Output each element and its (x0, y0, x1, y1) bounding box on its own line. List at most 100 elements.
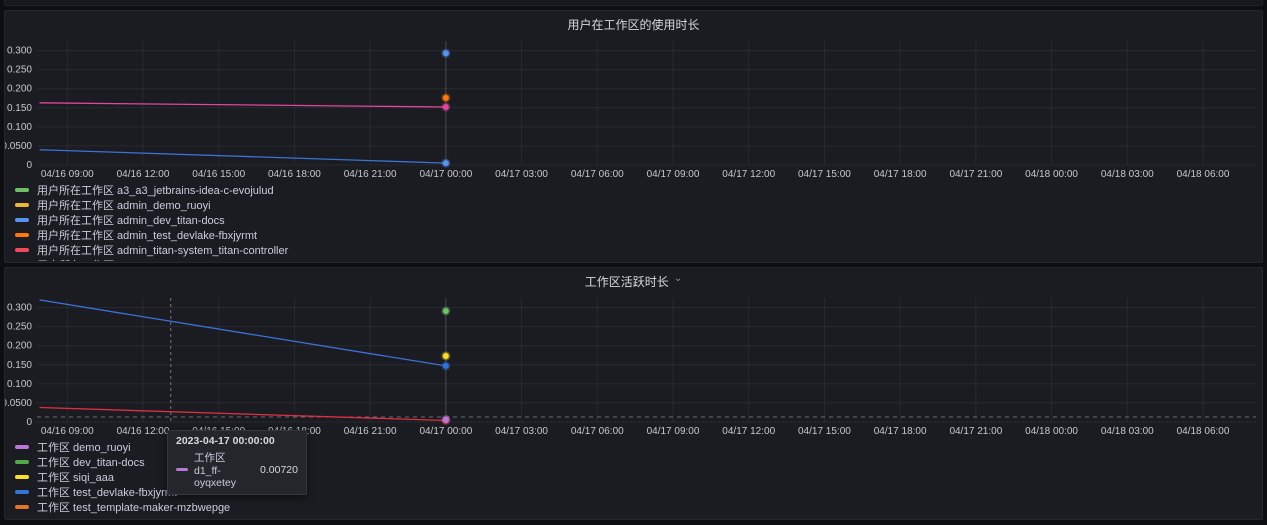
y-tick-label: 0 (26, 417, 32, 428)
legend-color-swatch (15, 444, 29, 449)
x-tick-label: 04/16 12:00 (117, 169, 170, 179)
x-tick-label: 04/17 06:00 (571, 169, 624, 179)
y-tick-label: 0.0500 (5, 398, 32, 409)
legend-color-swatch (15, 187, 29, 192)
data-point (442, 362, 449, 369)
x-tick-label: 04/16 12:00 (117, 426, 170, 436)
legend-label: 用户所在工作区 admin_dev_titan-docs (37, 214, 225, 227)
x-tick-label: 04/18 03:00 (1101, 169, 1154, 179)
chart-legend: 用户所在工作区 a3_a3_jetbrains-idea-c-evojulud 用… (15, 182, 1262, 261)
legend-color-swatch (15, 459, 29, 464)
x-tick-label: 04/17 15:00 (798, 169, 851, 179)
y-tick-label: 0.100 (7, 122, 32, 133)
legend-color-swatch (15, 489, 29, 494)
legend-item[interactable]: 工作区 test_template-maker-mzbwepge (15, 499, 1262, 514)
y-tick-label: 0.300 (7, 46, 32, 57)
x-tick-label: 04/18 06:00 (1177, 169, 1230, 179)
legend-item[interactable]: 用户所在工作区 admin_test_devlake-fbxjyrmt (15, 227, 1262, 242)
y-tick-label: 0.200 (7, 341, 32, 352)
data-point (442, 50, 449, 57)
panel-header[interactable]: 工作区活跃时长 ⌄ (5, 268, 1262, 294)
legend-color-swatch (15, 504, 29, 509)
legend-item[interactable]: 用户所在工作区 (15, 257, 1262, 262)
x-tick-label: 04/16 09:00 (41, 169, 94, 179)
x-tick-label: 04/17 12:00 (722, 426, 775, 436)
legend-color-swatch (15, 247, 29, 252)
series-line (39, 149, 446, 164)
x-tick-label: 04/17 18:00 (874, 426, 927, 436)
x-tick-label: 04/17 21:00 (949, 169, 1002, 179)
y-tick-label: 0 (26, 160, 32, 171)
x-tick-label: 04/17 21:00 (949, 426, 1002, 436)
legend-item[interactable]: 用户所在工作区 admin_dev_titan-docs (15, 212, 1262, 227)
x-tick-label: 04/17 15:00 (798, 426, 851, 436)
panel-title[interactable]: 用户在工作区的使用时长 (567, 17, 700, 32)
y-tick-label: 0.200 (7, 84, 32, 95)
x-tick-label: 04/17 12:00 (722, 169, 775, 179)
legend-label: 用户所在工作区 (37, 257, 114, 262)
panel-header[interactable]: 用户在工作区的使用时长 (5, 11, 1262, 37)
y-tick-label: 0.100 (7, 379, 32, 390)
data-point (442, 307, 449, 314)
x-tick-label: 04/17 03:00 (495, 169, 548, 179)
data-point (442, 104, 449, 111)
x-tick-label: 04/16 18:00 (268, 426, 321, 436)
x-tick-label: 04/18 03:00 (1101, 426, 1154, 436)
legend-color-swatch (15, 202, 29, 207)
y-tick-label: 0.0500 (5, 141, 32, 152)
legend-item[interactable]: 工作区 demo_ruoyi (15, 439, 1262, 454)
x-tick-label: 04/18 00:00 (1025, 426, 1078, 436)
legend-label: 用户所在工作区 a3_a3_jetbrains-idea-c-evojulud (37, 184, 274, 197)
chevron-down-icon[interactable]: ⌄ (673, 273, 683, 284)
legend-label: 工作区 test_template-maker-mzbwepge (37, 501, 231, 514)
panel-title[interactable]: 工作区活跃时长 (584, 274, 669, 289)
y-tick-label: 0.300 (7, 303, 32, 314)
x-tick-label: 04/17 00:00 (419, 169, 472, 179)
y-tick-label: 0.150 (7, 103, 32, 114)
x-tick-label: 04/16 21:00 (344, 169, 397, 179)
x-tick-label: 04/18 00:00 (1025, 169, 1078, 179)
x-tick-label: 04/16 21:00 (344, 426, 397, 436)
x-tick-label: 04/17 09:00 (647, 169, 700, 179)
series-line (39, 406, 446, 422)
legend-item[interactable]: 工作区 test_devlake-fbxjyrmt (15, 484, 1262, 499)
time-series-plot[interactable]: 04/16 09:00 04/16 12:00 04/16 15:00 04/16 1… (5, 294, 1262, 436)
series-line (39, 299, 446, 367)
legend-label: 工作区 dev_titan-docs (37, 456, 145, 469)
data-point (442, 94, 449, 101)
time-series-plot[interactable]: 04/16 09:00 04/16 12:00 04/16 15:00 04/16 1… (5, 37, 1262, 179)
x-tick-label: 04/16 18:00 (268, 169, 321, 179)
legend-label: 用户所在工作区 admin_demo_ruoyi (37, 199, 211, 212)
data-point (442, 416, 449, 423)
legend-item[interactable]: 工作区 dev_titan-docs (15, 454, 1262, 469)
legend-item[interactable]: 用户所在工作区 a3_a3_jetbrains-idea-c-evojulud (15, 182, 1262, 197)
x-tick-label: 04/16 15:00 (192, 426, 245, 436)
x-tick-label: 04/17 09:00 (647, 426, 700, 436)
legend-color-swatch (15, 217, 29, 222)
legend-item[interactable]: 用户所在工作区 admin_titan-system_titan-control… (15, 242, 1262, 257)
x-tick-label: 04/18 06:00 (1177, 426, 1230, 436)
x-tick-label: 04/16 15:00 (192, 169, 245, 179)
legend-color-swatch (15, 474, 29, 479)
chart-legend: 工作区 demo_ruoyi 工作区 dev_titan-docs 工作区 siqi… (15, 439, 1262, 517)
panel-workspace-active-duration: 工作区活跃时长 ⌄ 04/16 09:00 04/16 12:00 04/16 15… (4, 267, 1263, 520)
y-tick-label: 0.250 (7, 322, 32, 333)
legend-label: 工作区 siqi_aaa (37, 471, 115, 484)
collapsed-panel-row-edge (4, 0, 1263, 6)
legend-label: 用户所在工作区 admin_titan-system_titan-control… (37, 244, 289, 257)
series-line (39, 102, 446, 108)
y-tick-label: 0.150 (7, 360, 32, 371)
data-point (442, 160, 449, 167)
legend-item[interactable]: 用户所在工作区 admin_demo_ruoyi (15, 197, 1262, 212)
legend-label: 工作区 test_devlake-fbxjyrmt (37, 486, 177, 499)
x-tick-label: 04/17 06:00 (571, 426, 624, 436)
x-tick-label: 04/17 00:00 (419, 426, 472, 436)
x-tick-label: 04/16 09:00 (41, 426, 94, 436)
legend-color-swatch (15, 232, 29, 237)
x-tick-label: 04/17 03:00 (495, 426, 548, 436)
x-tick-label: 04/17 18:00 (874, 169, 927, 179)
legend-label: 工作区 demo_ruoyi (37, 441, 131, 454)
legend-item[interactable]: 工作区 siqi_aaa (15, 469, 1262, 484)
legend-label: 用户所在工作区 admin_test_devlake-fbxjyrmt (37, 229, 258, 242)
y-tick-label: 0.250 (7, 65, 32, 76)
